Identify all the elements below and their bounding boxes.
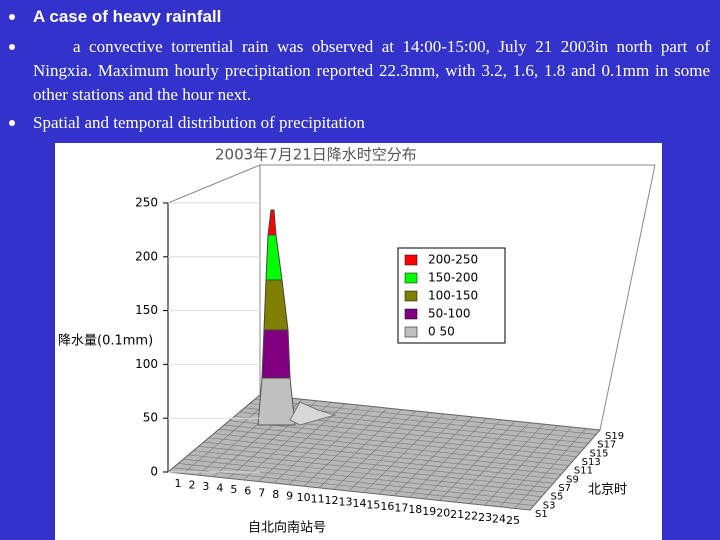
- side-axis-label: S1: [535, 509, 548, 520]
- side-axis-label: S15: [589, 448, 608, 459]
- side-axis-label: S11: [574, 466, 593, 477]
- bullet-text: a convective torrential rain was observe…: [33, 37, 710, 104]
- floor-grid-line: [203, 441, 558, 480]
- y-tick-label: 200: [135, 249, 158, 263]
- bullet-text: A case of heavy rainfall: [33, 7, 222, 26]
- front-axis-label: 5: [230, 483, 237, 496]
- legend-swatch: [404, 272, 418, 284]
- floor-grid-line: [254, 398, 597, 435]
- legend-swatch: [404, 326, 418, 338]
- front-axis-label: 10: [297, 491, 311, 504]
- side-axis-title: 北京时: [588, 483, 627, 498]
- y-tick-label: 150: [135, 303, 158, 317]
- floor-grid-line: [229, 420, 577, 457]
- peak-band: [257, 377, 296, 426]
- front-axis-label: 25: [506, 514, 520, 527]
- y-tick-label: 0: [150, 465, 158, 479]
- floor-grid-line: [193, 450, 550, 489]
- front-axis-label: 14: [352, 497, 366, 510]
- front-axis-label: 8: [272, 488, 279, 501]
- floor-grid-line: [178, 463, 538, 502]
- floor-grid-line: [198, 446, 554, 484]
- legend-label: 50-100: [428, 307, 471, 321]
- front-axis-label: 16: [380, 500, 394, 513]
- bullet-dot: [9, 14, 15, 20]
- front-axis-label: 12: [325, 494, 339, 507]
- front-axis-label: 3: [202, 480, 209, 493]
- side-axis-label: S9: [566, 474, 579, 485]
- legend-label: 100-150: [428, 289, 478, 303]
- legend-swatch: [404, 254, 418, 266]
- peak-band: [267, 209, 277, 236]
- side-axis-label: S19: [605, 431, 624, 442]
- front-axis-label: 6: [244, 485, 251, 498]
- front-axis-label: 22: [464, 509, 478, 522]
- figure-title: 2003年7月21日降水时空分布: [215, 146, 417, 164]
- floor-grid-line: [173, 467, 534, 506]
- floor-grid-line: [219, 428, 569, 466]
- floor-grid-line: [208, 437, 562, 475]
- front-axis-label: 20: [436, 506, 450, 519]
- floor-grid-line: [183, 458, 542, 497]
- legend-label: 200-250: [428, 253, 478, 267]
- floor-grid-line: [224, 424, 573, 462]
- side-axis-label: S13: [582, 457, 601, 468]
- legend-label: 150-200: [428, 271, 478, 285]
- front-axis-label: 21: [450, 508, 464, 521]
- front-axis-label: 11: [311, 492, 325, 505]
- front-axis-label: 7: [258, 486, 265, 499]
- front-axis-label: 13: [339, 496, 353, 509]
- side-axis-label: S17: [597, 440, 616, 451]
- legend-swatch: [404, 290, 418, 302]
- front-axis-label: 17: [394, 502, 408, 515]
- front-axis-label: 15: [366, 499, 380, 512]
- front-axis-label: 18: [408, 503, 422, 516]
- floor-grid: [173, 396, 597, 509]
- bullet-dot: [9, 120, 15, 126]
- front-axis-label: 2: [188, 479, 195, 492]
- front-axis-label: 24: [492, 512, 506, 525]
- front-axis-label: 1: [175, 477, 182, 490]
- side-axis-label: S7: [558, 483, 571, 494]
- bullet-dot: [9, 44, 15, 50]
- floor-grid-line: [213, 433, 566, 471]
- minor-peak: [289, 401, 337, 426]
- front-axis-label: 9: [286, 489, 293, 502]
- legend-swatch: [404, 308, 418, 320]
- front-axis-label: 19: [422, 505, 436, 518]
- peak-band: [261, 329, 291, 379]
- y-tick-label: 100: [135, 357, 158, 371]
- legend-label: 0 50: [428, 325, 455, 339]
- front-axis-label: 23: [478, 511, 492, 524]
- front-axis-title: 自北向南站号: [248, 520, 326, 536]
- y-tick-label: 250: [135, 196, 158, 210]
- y-tick-label: 50: [143, 411, 158, 425]
- front-axis-label: 4: [216, 482, 223, 495]
- floor-grid-line: [188, 454, 546, 493]
- bullet-text: Spatial and temporal distribution of pre…: [33, 113, 365, 132]
- y-axis-label: 降水量(0.1mm): [58, 334, 153, 349]
- side-axis-label: S3: [543, 500, 556, 511]
- side-axis-label: S5: [551, 492, 564, 503]
